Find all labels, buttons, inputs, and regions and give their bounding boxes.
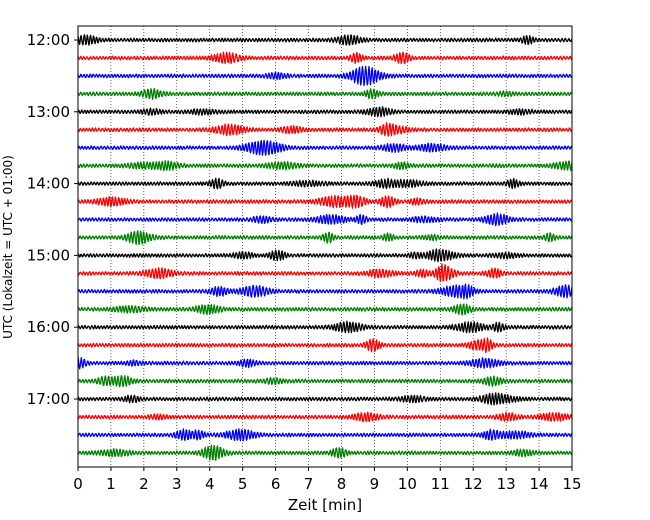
plot-frame (77, 25, 573, 468)
x-tick-label: 0 (73, 475, 83, 493)
trace-line (77, 139, 573, 156)
trace-line (77, 51, 573, 65)
x-axis-label: Zeit [min] (288, 496, 362, 514)
trace-line (77, 248, 573, 263)
x-tick-label: 7 (304, 475, 314, 493)
x-tick-label: 5 (238, 475, 248, 493)
x-tick-label: 6 (271, 475, 281, 493)
trace-line (77, 320, 573, 334)
trace-line (77, 122, 573, 137)
x-tick-label: 9 (370, 475, 380, 493)
x-tick-label: 3 (172, 475, 182, 493)
trace-line (77, 357, 573, 370)
trace-line (77, 106, 573, 118)
x-tick-label: 10 (398, 475, 417, 493)
trace-line (77, 65, 573, 87)
y-tick-label: 15:00 (27, 246, 70, 264)
x-tick-label: 14 (530, 475, 549, 493)
x-tick-label: 15 (562, 475, 581, 493)
trace-line (77, 263, 573, 283)
y-tick-label: 17:00 (27, 390, 70, 408)
y-tick-label: 14:00 (27, 175, 70, 193)
trace-line (77, 337, 573, 354)
trace-line (77, 177, 573, 190)
trace-layer (77, 34, 573, 461)
x-tick-label: 12 (464, 475, 483, 493)
trace-line (77, 283, 573, 300)
trace-line (77, 212, 573, 227)
trace-line (77, 411, 573, 423)
trace-line (77, 428, 573, 442)
trace-line (77, 34, 573, 46)
y-tick-label: 13:00 (27, 103, 70, 121)
y-tick-label: 16:00 (27, 318, 70, 336)
x-tick-label: 2 (139, 475, 149, 493)
x-tick-label: 4 (205, 475, 215, 493)
trace-line (77, 160, 573, 172)
x-axis-ticks: 0 1 2 3 4 5 6 7 8 9 10 11 12 13 14 15 (73, 467, 582, 493)
trace-line (77, 444, 573, 461)
x-tick-label: 13 (497, 475, 516, 493)
trace-line (77, 392, 573, 406)
x-tick-label: 1 (106, 475, 116, 493)
y-tick-label: 12:00 (27, 31, 70, 49)
trace-line (77, 375, 573, 388)
y-axis-label: UTC (Lokalzeit = UTC + 01:00) (1, 155, 15, 339)
y-axis-ticks: 12:00 13:00 14:00 15:00 16:00 17:00 (27, 31, 78, 408)
trace-line (77, 230, 573, 246)
trace-line (77, 88, 573, 100)
x-tick-label: 11 (431, 475, 450, 493)
trace-line (77, 194, 573, 209)
x-tick-label: 8 (337, 475, 347, 493)
trace-line (77, 303, 573, 316)
